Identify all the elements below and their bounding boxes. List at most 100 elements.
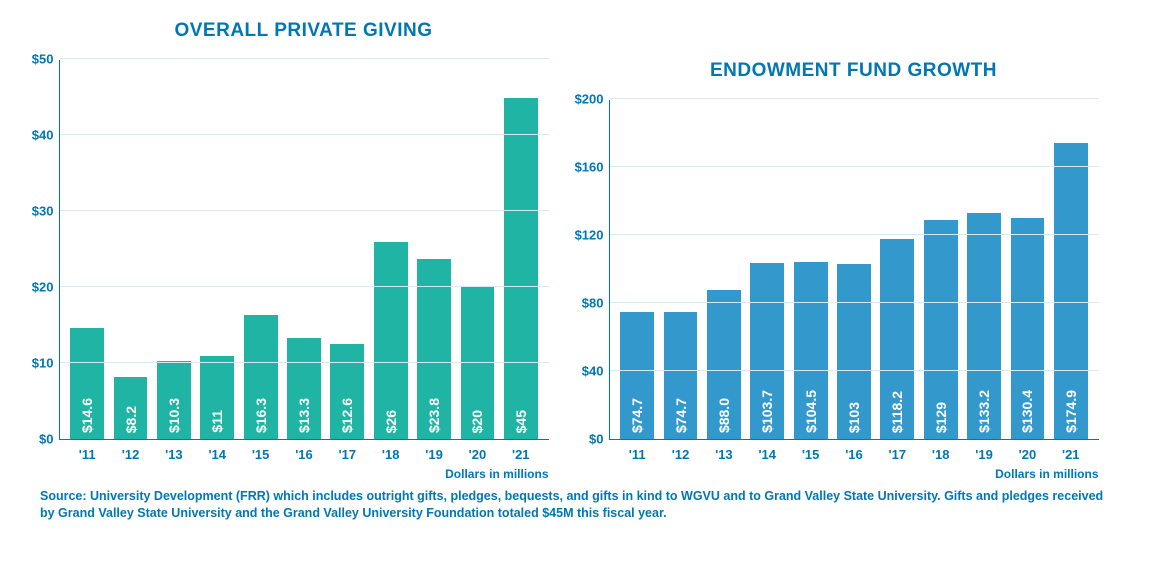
x-tick-label: '13 [715,447,733,462]
x-tick-label: '18 [382,447,400,462]
bar-value-label: $8.2 [123,400,139,439]
y-tick-label: $120 [575,228,610,243]
x-tick-label: '17 [339,447,357,462]
bar-slot: $103.7'14 [746,100,789,439]
bar-value-label: $13.3 [296,392,312,439]
bar-slot: $10.3'13 [152,60,195,439]
bar-slot: $133.2'19 [962,100,1005,439]
bar-value-label: $174.9 [1063,384,1079,439]
bar: $8.2 [114,377,148,439]
bar-slot: $20'20 [456,60,499,439]
bar-slot: $103'16 [832,100,875,439]
y-tick-label: $20 [32,280,60,295]
bar-value-label: $133.2 [976,384,992,439]
unit-label: Dollars in millions [995,467,1098,481]
x-tick-label: '19 [425,447,443,462]
bar-slot: $14.6'11 [66,60,109,439]
bar-value-label: $14.6 [79,392,95,439]
plot-area: $74.7'11$74.7'12$88.0'13$103.7'14$104.5'… [609,100,1099,440]
unit-label: Dollars in millions [445,467,548,481]
y-tick-label: $30 [32,204,60,219]
bar-slot: $45'21 [499,60,542,439]
bar-slot: $16.3'15 [239,60,282,439]
bar-slot: $129'18 [919,100,962,439]
source-footnote: Source: University Development (FRR) whi… [30,488,1127,522]
bar-value-label: $11 [209,404,225,439]
x-tick-label: '19 [975,447,993,462]
gridline [610,98,1099,99]
bar: $118.2 [880,239,914,439]
x-tick-label: '21 [1062,447,1080,462]
bar: $26 [374,242,408,439]
bar-value-label: $88.0 [716,392,732,439]
bar: $12.6 [330,344,364,440]
x-tick-label: '12 [672,447,690,462]
bars-container: $14.6'11$8.2'12$10.3'13$11'14$16.3'15$13… [60,60,549,439]
bar: $10.3 [157,361,191,439]
bar-slot: $12.6'17 [326,60,369,439]
chart-title: OVERALL PRIVATE GIVING [59,20,549,42]
bar-value-label: $104.5 [803,384,819,439]
bar-value-label: $74.7 [629,392,645,439]
plot-area: $14.6'11$8.2'12$10.3'13$11'14$16.3'15$13… [59,60,549,440]
gridline [60,58,549,59]
y-tick-label: $0 [589,432,609,447]
bar-slot: $13.3'16 [282,60,325,439]
bar-value-label: $74.7 [673,392,689,439]
bar-slot: $174.9'21 [1049,100,1092,439]
gridline [60,286,549,287]
bar: $11 [200,356,234,439]
bar-slot: $23.8'19 [412,60,455,439]
bar-value-label: $12.6 [339,392,355,439]
bar-slot: $26'18 [369,60,412,439]
y-tick-label: $40 [582,364,610,379]
bar-value-label: $103.7 [759,384,775,439]
bar: $129 [924,220,958,439]
x-tick-label: '11 [79,447,96,462]
bar: $174.9 [1054,143,1088,439]
y-tick-label: $160 [575,160,610,175]
x-tick-label: '14 [758,447,776,462]
x-tick-label: '20 [1019,447,1037,462]
x-tick-label: '16 [845,447,863,462]
gridline [60,134,549,135]
bar-value-label: $103 [846,396,862,439]
bar-value-label: $10.3 [166,392,182,439]
bar: $45 [504,98,538,439]
bar: $20 [461,287,495,439]
gridline [610,234,1099,235]
chart-title: ENDOWMENT FUND GROWTH [609,60,1099,82]
charts-row: OVERALL PRIVATE GIVING $14.6'11$8.2'12$1… [30,20,1127,440]
x-tick-label: '13 [165,447,183,462]
x-tick-label: '20 [469,447,487,462]
bar-value-label: $129 [933,396,949,439]
bar: $133.2 [967,213,1001,439]
chart-endowment-growth: ENDOWMENT FUND GROWTH $74.7'11$74.7'12$8… [609,60,1099,440]
bar-slot: $130.4'20 [1006,100,1049,439]
gridline [610,370,1099,371]
bar: $103.7 [750,263,784,439]
bar-slot: $74.7'12 [659,100,702,439]
x-tick-label: '15 [802,447,820,462]
bar-slot: $8.2'12 [109,60,152,439]
y-tick-label: $10 [32,356,60,371]
bar-slot: $74.7'11 [616,100,659,439]
x-tick-label: '12 [122,447,140,462]
bar-value-label: $118.2 [889,385,905,439]
bars-container: $74.7'11$74.7'12$88.0'13$103.7'14$104.5'… [610,100,1099,439]
bar: $104.5 [794,262,828,439]
y-tick-label: $50 [32,52,60,67]
bar-value-label: $23.8 [426,392,442,439]
bar: $74.7 [620,312,654,439]
bar-value-label: $20 [469,404,485,439]
bar-slot: $118.2'17 [876,100,919,439]
bar-value-label: $130.4 [1019,384,1035,439]
bar: $74.7 [664,312,698,439]
y-tick-label: $80 [582,296,610,311]
y-tick-label: $0 [39,432,59,447]
gridline [60,362,549,363]
bar-value-label: $16.3 [253,392,269,439]
bar-slot: $88.0'13 [702,100,745,439]
x-tick-label: '17 [889,447,907,462]
y-tick-label: $200 [575,92,610,107]
